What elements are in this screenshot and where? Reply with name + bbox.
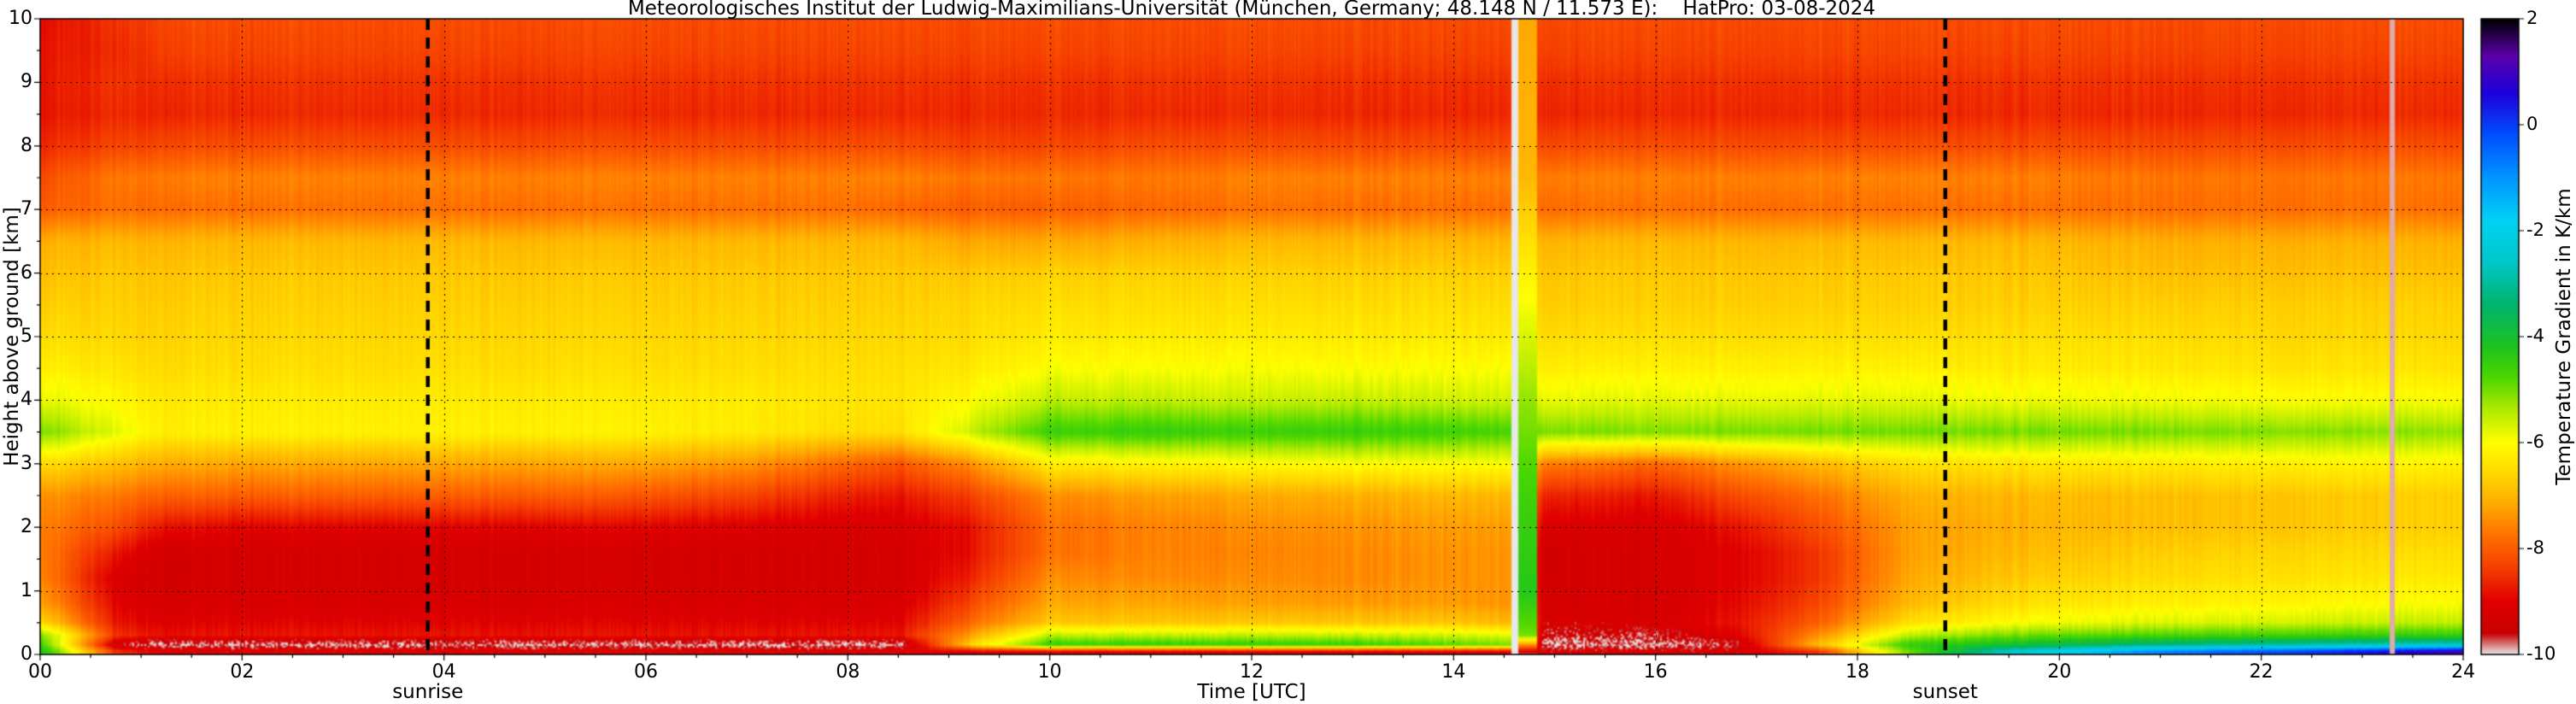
colorbar-tick-label: -8: [2526, 537, 2544, 558]
y-tick-label: 7: [21, 198, 32, 220]
y-tick-label: 2: [21, 516, 32, 538]
y-tick-label: 8: [21, 134, 32, 156]
colorbar-tick-label: 0: [2526, 114, 2538, 134]
x-tick-label: 14: [1441, 661, 1466, 683]
y-tick-label: 5: [21, 326, 32, 347]
colorbar-tick-label: -6: [2526, 431, 2544, 452]
x-tick-label: 20: [2047, 661, 2072, 683]
x-axis-label: Time [UTC]: [1197, 681, 1306, 703]
x-tick-label: 08: [836, 661, 860, 683]
colorbar-tick-label: -2: [2526, 220, 2544, 240]
y-tick-label: 9: [21, 71, 32, 93]
y-tick-label: 1: [21, 579, 32, 601]
y-tick-label: 6: [21, 261, 32, 284]
colorbar-tick-label: -10: [2526, 643, 2556, 664]
x-tick-label: 10: [1037, 661, 1062, 683]
sunrise-label: sunrise: [392, 681, 464, 703]
x-tick-label: 18: [1845, 661, 1869, 683]
chart-title: Meteorologisches Institut der Ludwig-Max…: [627, 0, 1876, 20]
x-tick-label: 24: [2451, 661, 2475, 683]
x-tick-label: 16: [1643, 661, 1668, 683]
y-tick-label: 4: [21, 389, 32, 411]
colorbar-tick-label: 2: [2526, 8, 2538, 28]
sunset-label: sunset: [1912, 681, 1978, 703]
x-tick-label: 12: [1240, 661, 1264, 683]
x-tick-label: 06: [634, 661, 658, 683]
colorbar-label: Temperature Gradient in K/km: [2553, 188, 2575, 485]
x-tick-label: 00: [28, 661, 52, 683]
x-tick-label: 22: [2249, 661, 2274, 683]
x-tick-label: 02: [230, 661, 255, 683]
x-tick-label: 04: [431, 661, 456, 683]
y-tick-label: 10: [9, 8, 32, 29]
y-tick-label: 0: [21, 643, 32, 665]
colorbar-tick-label: -4: [2526, 326, 2544, 346]
y-tick-label: 3: [21, 452, 32, 474]
